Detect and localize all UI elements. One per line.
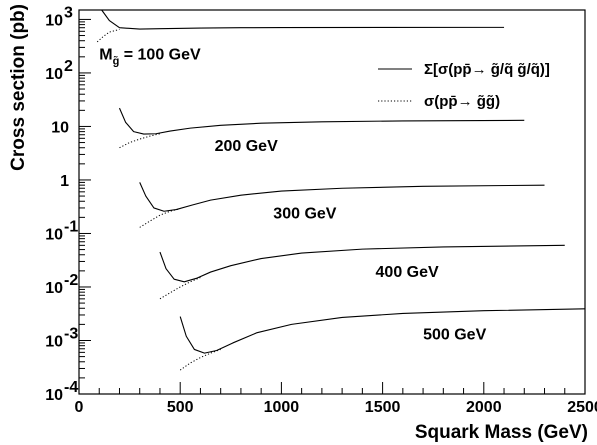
mass-annotation: Mg̃ = 100 GeV bbox=[99, 46, 201, 67]
y-tick-label: 10 -2 bbox=[45, 272, 78, 297]
x-tick-label: 1000 bbox=[264, 399, 300, 416]
y-tick-exponent: -2 bbox=[64, 272, 78, 289]
curves bbox=[96, 9, 586, 371]
x-tick-label: 500 bbox=[167, 399, 194, 416]
y-tick-base: 10 bbox=[51, 119, 69, 136]
legend-label: σ(pp̄→ g̃g̃) bbox=[424, 93, 500, 110]
mass-annotation: 300 GeV bbox=[273, 206, 336, 223]
y-tick-exponent: -1 bbox=[64, 218, 78, 235]
total-cross-section-curve bbox=[159, 244, 565, 283]
x-tick-label: 1500 bbox=[365, 399, 401, 416]
y-tick-base: 10 bbox=[45, 280, 63, 297]
mass-annotation: 500 GeV bbox=[423, 326, 486, 343]
total-cross-section-curve bbox=[179, 308, 586, 354]
gluino-pair-curve bbox=[96, 28, 120, 43]
total-cross-section-curve bbox=[118, 107, 525, 135]
annotation-main: 300 GeV bbox=[273, 206, 336, 223]
y-tick-label: 10 -1 bbox=[45, 218, 78, 243]
y-tick-label: 1 bbox=[60, 173, 69, 190]
tick-labels: 0500100015002000250010-410-310-210-11101… bbox=[45, 4, 597, 416]
x-tick-label: 0 bbox=[75, 399, 84, 416]
y-tick-base: 10 bbox=[45, 12, 63, 29]
axis-ticks bbox=[78, 18, 586, 395]
annotation-main: 400 GeV bbox=[376, 264, 439, 281]
y-tick-base: 10 bbox=[45, 226, 63, 243]
total-cross-section-curve bbox=[101, 9, 505, 30]
legend: Σ[σ(pp̄→ g̃/q̃ g̃/q̃)] σ(pp̄→ g̃g̃) bbox=[378, 61, 550, 110]
annotation-subscript: g̃ bbox=[113, 55, 120, 67]
x-tick-label: 2000 bbox=[466, 399, 502, 416]
gluino-pair-curve bbox=[139, 208, 181, 228]
y-tick-exponent: -3 bbox=[64, 325, 78, 342]
y-tick-exponent: 3 bbox=[64, 4, 73, 21]
y-tick-exponent: -4 bbox=[64, 379, 78, 396]
gluino-pair-curve bbox=[119, 133, 161, 149]
plot-frame bbox=[78, 9, 586, 395]
annotation-main: 200 GeV bbox=[215, 138, 278, 155]
y-tick-base: 10 bbox=[45, 333, 63, 350]
y-tick-exponent: 2 bbox=[64, 58, 73, 75]
mass-annotation: 400 GeV bbox=[376, 264, 439, 281]
annotation-rest: = 100 GeV bbox=[119, 46, 201, 63]
y-tick-base: 1 bbox=[60, 173, 69, 190]
y-tick-label: 10 -4 bbox=[45, 379, 78, 404]
y-tick-label: 10 -3 bbox=[45, 325, 78, 350]
y-tick-label: 10 bbox=[51, 119, 69, 136]
y-tick-label: 10 3 bbox=[45, 4, 73, 29]
x-tick-label: 2500 bbox=[567, 399, 597, 416]
x-axis-title: Squark Mass (GeV) bbox=[415, 422, 588, 443]
y-axis-title: Cross section (pb) bbox=[8, 4, 29, 171]
mass-annotation: 200 GeV bbox=[215, 138, 278, 155]
y-tick-label: 10 2 bbox=[45, 58, 73, 83]
gluino-pair-curve bbox=[179, 348, 221, 371]
annotations: Mg̃ = 100 GeV 200 GeV 300 GeV 400 GeV 500 Ge… bbox=[99, 46, 486, 343]
annotation-main: 500 GeV bbox=[423, 326, 486, 343]
annotation-main: M bbox=[99, 46, 112, 63]
legend-label: Σ[σ(pp̄→ g̃/q̃ g̃/q̃)] bbox=[424, 61, 550, 78]
gluino-pair-curve bbox=[159, 277, 201, 300]
total-cross-section-curve bbox=[139, 182, 545, 212]
y-tick-base: 10 bbox=[45, 66, 63, 83]
y-tick-base: 10 bbox=[45, 387, 63, 404]
